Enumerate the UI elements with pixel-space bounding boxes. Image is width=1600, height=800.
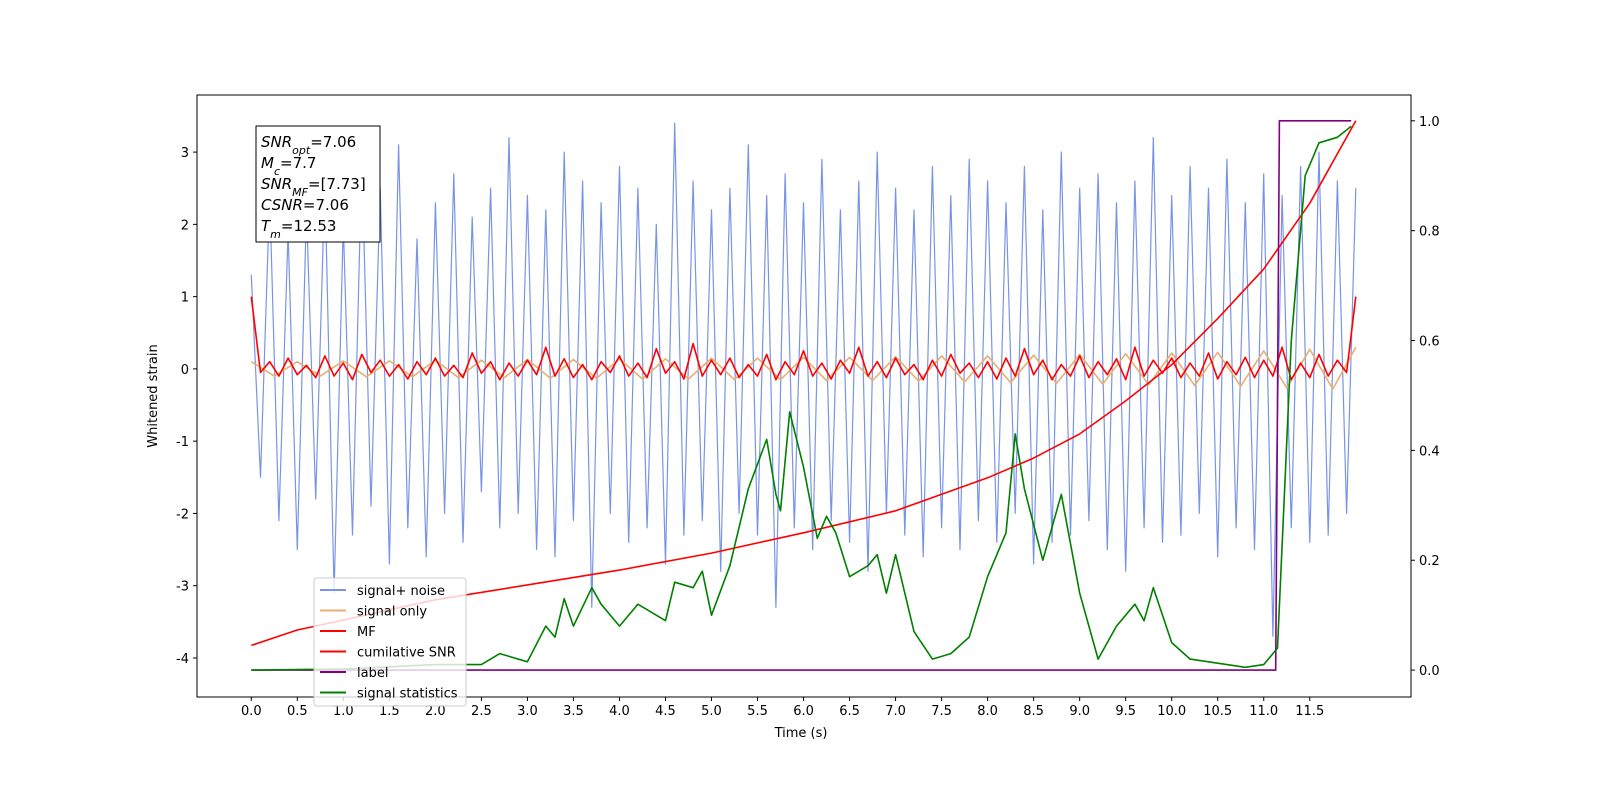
- annotation-sub: MF: [292, 186, 308, 199]
- y2-tick-label: 0.8: [1419, 225, 1440, 240]
- annotation-base: M: [261, 154, 274, 172]
- x-axis-label: Time (s): [774, 726, 828, 741]
- x-tick-label: 11.0: [1249, 704, 1278, 719]
- y-tick-label: -1: [176, 435, 189, 450]
- y-tick-label: 3: [181, 146, 189, 161]
- y-tick-label: 0: [181, 363, 189, 378]
- y2-tick-label: 0.4: [1419, 444, 1440, 459]
- x-tick-label: 4.5: [655, 704, 676, 719]
- x-tick-label: 5.0: [701, 704, 722, 719]
- x-tick-label: 0.0: [241, 704, 262, 719]
- x-tick-label: 2.5: [471, 704, 492, 719]
- legend-label: cumilative SNR: [357, 646, 456, 661]
- annotation-value: =7.7: [280, 154, 316, 172]
- x-tick-label: 9.5: [1115, 704, 1136, 719]
- annotation-value: =12.53: [281, 217, 337, 235]
- annotation-sub: m: [270, 228, 281, 241]
- annotation-base: T: [261, 217, 272, 235]
- y-tick-label: 2: [181, 218, 189, 233]
- annotation-value: =7.06: [310, 133, 356, 151]
- x-tick-label: 10.5: [1203, 704, 1232, 719]
- legend-label: signal+ noise: [357, 584, 445, 599]
- x-tick-label: 10.0: [1157, 704, 1186, 719]
- x-tick-label: 7.5: [931, 704, 952, 719]
- annotation-base: CSNR: [261, 196, 303, 214]
- y2-tick-label: 0.6: [1419, 335, 1440, 350]
- x-tick-label: 6.5: [839, 704, 860, 719]
- annotation: Mc=7.7: [261, 154, 316, 178]
- annotation-sub: opt: [292, 144, 311, 157]
- annotation: Tm=12.53: [261, 217, 336, 241]
- series-line: [251, 125, 1352, 671]
- x-tick-label: 4.0: [609, 704, 630, 719]
- x-tick-label: 3.5: [563, 704, 584, 719]
- annotation-value: =7.06: [303, 196, 349, 214]
- x-tick-label: 2.0: [425, 704, 446, 719]
- x-tick-label: 3.0: [517, 704, 538, 719]
- annotation-box: [255, 125, 381, 243]
- y-axis-label: Whitened strain: [146, 344, 161, 447]
- annotation-base: SNR: [261, 133, 292, 151]
- annotation-base: SNR: [261, 175, 292, 193]
- x-tick-label: 5.5: [747, 704, 768, 719]
- x-tick-label: 0.5: [287, 704, 308, 719]
- y-tick-label: -2: [176, 507, 189, 522]
- annotation: CSNR=7.06: [261, 196, 349, 214]
- series-line: [250, 296, 1357, 381]
- y2-tick-label: 0.2: [1419, 554, 1440, 569]
- annotation: SNRopt=7.06: [261, 133, 356, 157]
- annotation-sub: c: [274, 165, 280, 178]
- series-line: [250, 122, 1357, 637]
- legend-label: signal statistics: [357, 687, 458, 702]
- x-tick-label: 8.5: [1023, 704, 1044, 719]
- x-tick-label: 11.5: [1295, 704, 1324, 719]
- legend-label: label: [357, 666, 388, 681]
- x-tick-label: 6.0: [793, 704, 814, 719]
- y-tick-label: 1: [181, 291, 189, 306]
- x-tick-label: 1.0: [333, 704, 354, 719]
- legend-label: MF: [357, 625, 376, 640]
- x-tick-label: 7.0: [885, 704, 906, 719]
- series-line: [250, 346, 1357, 390]
- legend-box: [313, 577, 467, 707]
- y-tick-label: -3: [176, 580, 189, 595]
- x-tick-label: 8.0: [977, 704, 998, 719]
- y2-tick-label: 1.0: [1419, 115, 1440, 130]
- y-tick-label: -4: [176, 652, 189, 667]
- x-tick-label: 1.5: [379, 704, 400, 719]
- series-line: [251, 120, 1352, 671]
- legend: signal+ noise signal only MF cumilative SNR…: [313, 577, 467, 707]
- annotation-value: =[7.73]: [308, 175, 366, 193]
- x-tick-label: 9.0: [1069, 704, 1090, 719]
- y2-tick-label: 0.0: [1419, 664, 1440, 679]
- annotation: SNRMF=[7.73]: [261, 175, 366, 199]
- legend-label: signal only: [357, 605, 427, 620]
